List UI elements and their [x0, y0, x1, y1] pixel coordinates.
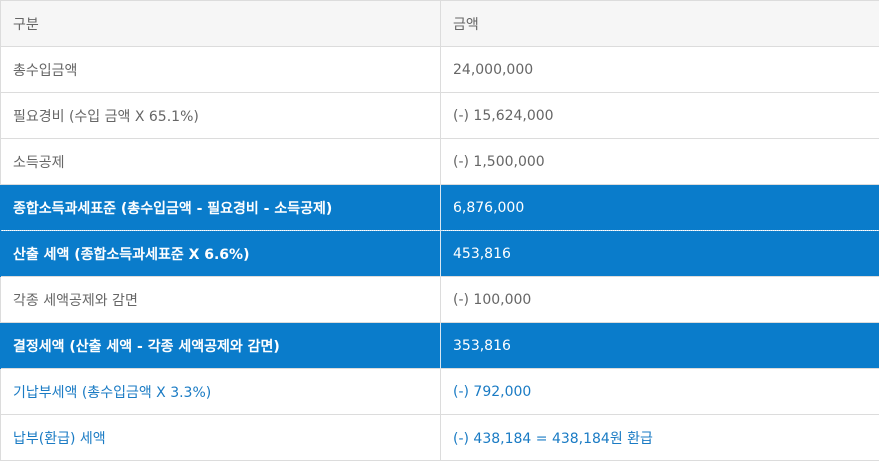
row-label: 필요경비 (수입 금액 X 65.1%): [1, 93, 441, 139]
table-row: 각종 세액공제와 감면 (-) 100,000: [1, 277, 879, 323]
highlighted-row: 종합소득과세표준 (총수입금액 - 필요경비 - 소득공제) 6,876,000: [1, 185, 879, 231]
header-amount: 금액: [441, 1, 879, 47]
row-label: 결정세액 (산출 세액 - 각종 세액공제와 감면): [1, 323, 441, 369]
table-row: 기납부세액 (총수입금액 X 3.3%) (-) 792,000: [1, 369, 879, 415]
row-label: 산출 세액 (종합소득과세표준 X 6.6%): [1, 231, 441, 277]
header-category: 구분: [1, 1, 441, 47]
row-label: 기납부세액 (총수입금액 X 3.3%): [1, 369, 441, 415]
table-row: 필요경비 (수입 금액 X 65.1%) (-) 15,624,000: [1, 93, 879, 139]
table-row: 총수입금액 24,000,000: [1, 47, 879, 93]
row-value: (-) 100,000: [441, 277, 879, 323]
row-value: (-) 792,000: [441, 369, 879, 415]
highlighted-row: 결정세액 (산출 세액 - 각종 세액공제와 감면) 353,816: [1, 323, 879, 369]
table-row: 소득공제 (-) 1,500,000: [1, 139, 879, 185]
row-label: 총수입금액: [1, 47, 441, 93]
row-label: 소득공제: [1, 139, 441, 185]
row-label: 각종 세액공제와 감면: [1, 277, 441, 323]
row-value: (-) 1,500,000: [441, 139, 879, 185]
row-value: 453,816: [441, 231, 879, 277]
row-value: 353,816: [441, 323, 879, 369]
row-value: 24,000,000: [441, 47, 879, 93]
row-label: 종합소득과세표준 (총수입금액 - 필요경비 - 소득공제): [1, 185, 441, 231]
header-row: 구분 금액: [1, 1, 879, 47]
row-value: 6,876,000: [441, 185, 879, 231]
highlighted-row: 산출 세액 (종합소득과세표준 X 6.6%) 453,816: [1, 231, 879, 277]
row-value: (-) 15,624,000: [441, 93, 879, 139]
